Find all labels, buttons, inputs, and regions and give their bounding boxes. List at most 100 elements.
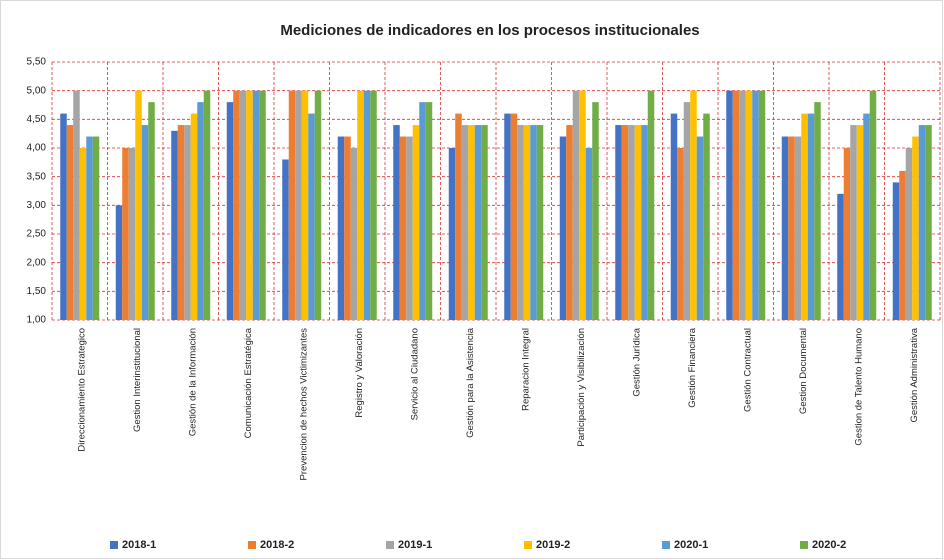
bar: [337, 136, 345, 320]
bar: [843, 148, 851, 320]
bar: [615, 125, 622, 320]
legend-swatch: [248, 541, 256, 549]
bar: [523, 125, 531, 320]
bar: [233, 90, 240, 321]
bar: [190, 113, 198, 320]
bar: [66, 125, 74, 320]
bar: [592, 102, 599, 320]
bar: [683, 102, 691, 320]
bar: [468, 125, 475, 320]
bar: [579, 90, 586, 321]
bar: [406, 136, 413, 320]
bar: [517, 125, 524, 320]
bar: [288, 90, 296, 321]
bar: [115, 205, 123, 320]
y-tick-label: 4,50: [27, 114, 47, 125]
bar: [226, 102, 234, 320]
bar: [703, 113, 710, 320]
x-tick-label: Gestion de Talento Humano: [853, 328, 864, 446]
legend-label: 2020-2: [812, 539, 846, 551]
chart-title: Mediciones de indicadores en los proceso…: [280, 22, 699, 39]
bar: [177, 125, 185, 320]
bar: [393, 125, 400, 320]
legend-label: 2019-2: [536, 539, 570, 551]
bar: [184, 125, 191, 320]
bar: [863, 113, 870, 320]
bar: [399, 136, 407, 320]
bar: [925, 125, 932, 320]
bar: [308, 113, 315, 320]
legend-swatch: [662, 541, 670, 549]
legend-label: 2020-1: [674, 539, 708, 551]
bar: [641, 125, 648, 320]
bar: [585, 148, 593, 320]
bar: [745, 90, 753, 321]
bar: [252, 90, 260, 321]
y-tick-label: 5,50: [27, 57, 47, 68]
bar: [148, 102, 155, 320]
y-tick-label: 5,00: [27, 85, 47, 96]
bar: [781, 136, 789, 320]
x-tick-label: Reparacion Integral: [520, 328, 531, 411]
bar: [481, 125, 488, 320]
bar: [350, 148, 358, 320]
legend: 2018-1 2018-2 2019-1 2019-2 2020-1 2020-2: [110, 539, 846, 551]
x-tick-label: Direccionamiento Estrategico: [76, 328, 87, 452]
bar: [739, 90, 746, 321]
bar: [690, 90, 697, 321]
x-tick-label: Gestión para la Asistencia: [465, 327, 476, 438]
bar: [455, 113, 462, 320]
bar: [918, 125, 926, 320]
bar: [363, 90, 371, 321]
legend-swatch: [800, 541, 808, 549]
bar: [197, 102, 204, 320]
y-tick-label: 3,50: [27, 171, 47, 182]
bar: [559, 136, 567, 320]
bar: [461, 125, 469, 320]
bar: [758, 90, 766, 321]
bar: [122, 148, 129, 320]
bar: [696, 136, 704, 320]
bar: [530, 125, 537, 320]
x-tick-label: Comunicación Estratégica: [243, 327, 254, 438]
bar: [566, 125, 573, 320]
legend-label: 2019-1: [398, 539, 432, 551]
bar: [79, 148, 87, 320]
bar: [448, 148, 456, 320]
bar: [412, 125, 420, 320]
y-tick-label: 2,50: [27, 229, 47, 240]
bar: [912, 136, 919, 320]
bar: [135, 90, 142, 321]
bar: [536, 125, 544, 320]
bar: [141, 125, 149, 320]
bar: [752, 90, 759, 321]
x-tick-label: Gestión de la Información: [187, 328, 198, 436]
bar: [86, 136, 93, 320]
bar: [905, 148, 913, 320]
x-tick-label: Prevencion de hechos Victimizantes: [298, 328, 309, 481]
bar: [628, 125, 635, 320]
bar: [732, 90, 740, 321]
x-tick-label: Gestion Interinstitucional: [132, 328, 143, 432]
bar: [128, 148, 136, 320]
bar: [239, 90, 247, 321]
bar: [892, 182, 900, 320]
x-tick-label: Gestión Jurídica: [631, 327, 642, 396]
bar: [92, 136, 100, 320]
x-tick-label: Registro y Valoración: [354, 328, 365, 418]
bar: [572, 90, 580, 321]
bar: [670, 113, 678, 320]
bar: [370, 90, 377, 321]
bar: [801, 113, 808, 320]
x-tick-label: Gestión Administrativa: [909, 327, 920, 422]
x-tick-label: Gestión Contractual: [742, 328, 753, 412]
bar: [357, 90, 364, 321]
bar: [856, 125, 864, 320]
legend-swatch: [110, 541, 118, 549]
bar: [794, 136, 802, 320]
bar: [899, 170, 906, 320]
bar: [837, 193, 844, 320]
y-tick-label: 2,00: [27, 257, 47, 268]
bar: [314, 90, 322, 321]
